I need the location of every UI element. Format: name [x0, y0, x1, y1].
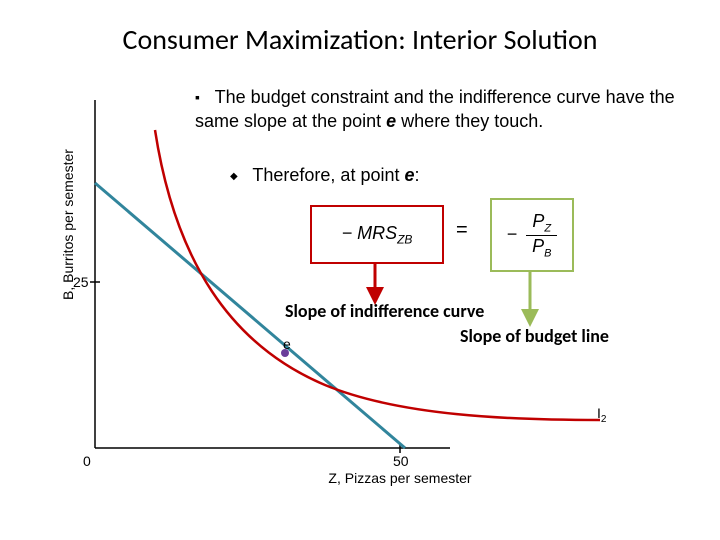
y-axis-label: B, Burritos per semester: [60, 149, 76, 300]
tangency-label: e: [283, 336, 291, 352]
budget-line: [95, 183, 405, 448]
x-axis-label: Z, Pizzas per semester: [310, 470, 490, 486]
indifference-curve: [155, 130, 600, 420]
chart-svg: [0, 0, 720, 540]
origin-label: 0: [83, 453, 91, 469]
x-tick-label-50: 50: [393, 453, 409, 469]
indiff-curve-label: I2: [597, 405, 606, 425]
